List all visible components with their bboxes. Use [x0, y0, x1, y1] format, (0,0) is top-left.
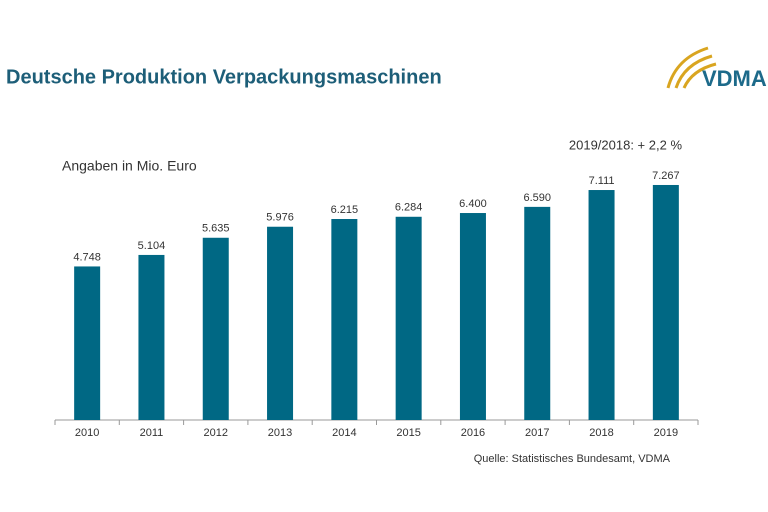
logo-arc [682, 62, 717, 89]
bar [331, 219, 358, 420]
logo-text: VDMA [702, 66, 767, 91]
x-tick-label: 2018 [589, 427, 613, 439]
bar [459, 213, 486, 420]
value-label: 5.104 [138, 240, 166, 252]
bar [138, 254, 165, 420]
x-tick-label: 2011 [140, 427, 164, 439]
bar [74, 266, 101, 420]
x-tick-label: 2017 [525, 427, 549, 439]
value-label: 5.635 [202, 223, 230, 235]
bar [588, 190, 615, 420]
logo-arc [674, 54, 713, 89]
value-label: 4.748 [73, 251, 101, 263]
x-tick-label: 2015 [396, 427, 420, 439]
x-tick-label: 2012 [204, 427, 228, 439]
chart-title: Deutsche Produktion Verpackungsmaschinen [6, 66, 442, 88]
value-label: 7.267 [652, 170, 680, 182]
x-tick-label: 2019 [654, 427, 678, 439]
x-tick-label: 2010 [75, 427, 99, 439]
bar [652, 184, 679, 420]
bar [395, 216, 422, 420]
value-label: 6.590 [523, 192, 551, 204]
x-tick-label: 2016 [461, 427, 485, 439]
value-label: 6.400 [459, 198, 487, 210]
annotation: 2019/2018: + 2,2 % [569, 137, 683, 152]
subtitle: Angaben in Mio. Euro [62, 158, 197, 174]
bar [202, 237, 229, 420]
logo-arc [666, 46, 709, 89]
bar [267, 226, 294, 420]
source: Quelle: Statistisches Bundesamt, VDMA [474, 453, 671, 465]
logo: VDMA [666, 46, 767, 91]
x-tick-label: 2013 [268, 427, 292, 439]
value-label: 5.976 [266, 212, 294, 224]
value-label: 6.284 [395, 202, 423, 214]
bar [524, 206, 551, 420]
x-tick-label: 2014 [332, 427, 356, 439]
value-label: 6.215 [331, 204, 359, 216]
value-label: 7.111 [589, 175, 615, 187]
